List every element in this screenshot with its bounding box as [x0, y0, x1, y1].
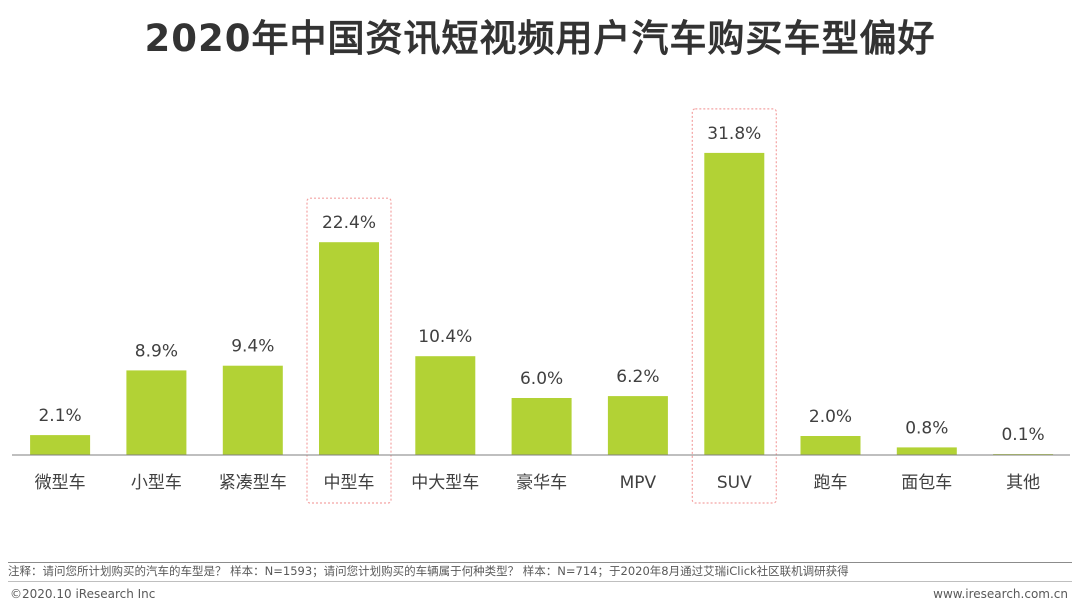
value-label-9: 0.8% [905, 418, 948, 438]
copyright-text: ©2020.10 iResearch Inc [10, 587, 156, 601]
category-label-9: 面包车 [901, 473, 952, 493]
bar-1 [126, 370, 187, 455]
bar-6 [607, 396, 668, 455]
bar-9 [896, 447, 957, 455]
footnote: 注释：请问您所计划购买的汽车的车型是？ 样本：N=1593；请问您计划购买的车辆… [8, 564, 849, 578]
value-label-8: 2.0% [809, 407, 852, 427]
value-label-1: 8.9% [135, 341, 178, 361]
highlight-box-3 [306, 197, 392, 504]
bar-7 [704, 152, 765, 455]
chart-title: 2020年中国资讯短视频用户汽车购买车型偏好 [144, 17, 936, 60]
bar-3 [319, 242, 379, 455]
footer-divider [8, 562, 1072, 563]
bar-2 [222, 365, 283, 455]
category-labels: 微型车 小型车 紧凑型车 中型车 中大型车 豪华车 MPV SUV 跑车 面包车 其他 [35, 472, 1040, 493]
value-label-5: 6.0% [520, 369, 563, 389]
bar-8 [800, 436, 861, 455]
value-labels: 2.1% 8.9% 9.4% 22.4% 10.4% 6.0% 6.2% 31.8% 2.0% 0… [38, 124, 1044, 445]
highlight-box-7 [691, 108, 777, 504]
value-label-6: 6.2% [616, 367, 659, 387]
category-label-10: 其他 [1006, 473, 1040, 493]
category-label-8: 跑车 [814, 473, 848, 493]
bar-4 [415, 356, 476, 455]
bottom-divider [8, 581, 1072, 582]
category-label-4: 中大型车 [411, 473, 479, 493]
value-label-4: 10.4% [418, 327, 472, 347]
category-label-5: 豪华车 [516, 472, 567, 493]
bars [30, 152, 1054, 456]
category-label-1: 小型车 [131, 473, 182, 493]
website-text: www.iresearch.com.cn [933, 587, 1068, 601]
category-label-0: 微型车 [35, 473, 86, 493]
category-label-7: SUV [717, 473, 752, 493]
value-label-0: 2.1% [38, 406, 81, 426]
value-label-2: 9.4% [231, 337, 274, 357]
value-label-3: 22.4% [322, 213, 376, 233]
bar-chart: 2.1% 8.9% 9.4% 22.4% 10.4% 6.0% 6.2% 31.8% 2.0% 0… [12, 108, 1070, 504]
bar-5 [511, 398, 572, 455]
value-label-7: 31.8% [707, 124, 761, 144]
bar-0 [30, 435, 91, 455]
category-label-2: 紧凑型车 [219, 473, 287, 493]
category-label-6: MPV [620, 473, 657, 493]
highlight-boxes [306, 108, 777, 504]
value-label-10: 0.1% [1001, 425, 1044, 445]
category-label-3: 中型车 [324, 473, 375, 493]
